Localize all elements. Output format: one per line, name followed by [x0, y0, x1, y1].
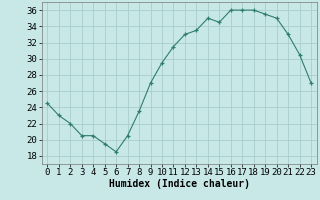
X-axis label: Humidex (Indice chaleur): Humidex (Indice chaleur)	[109, 179, 250, 189]
